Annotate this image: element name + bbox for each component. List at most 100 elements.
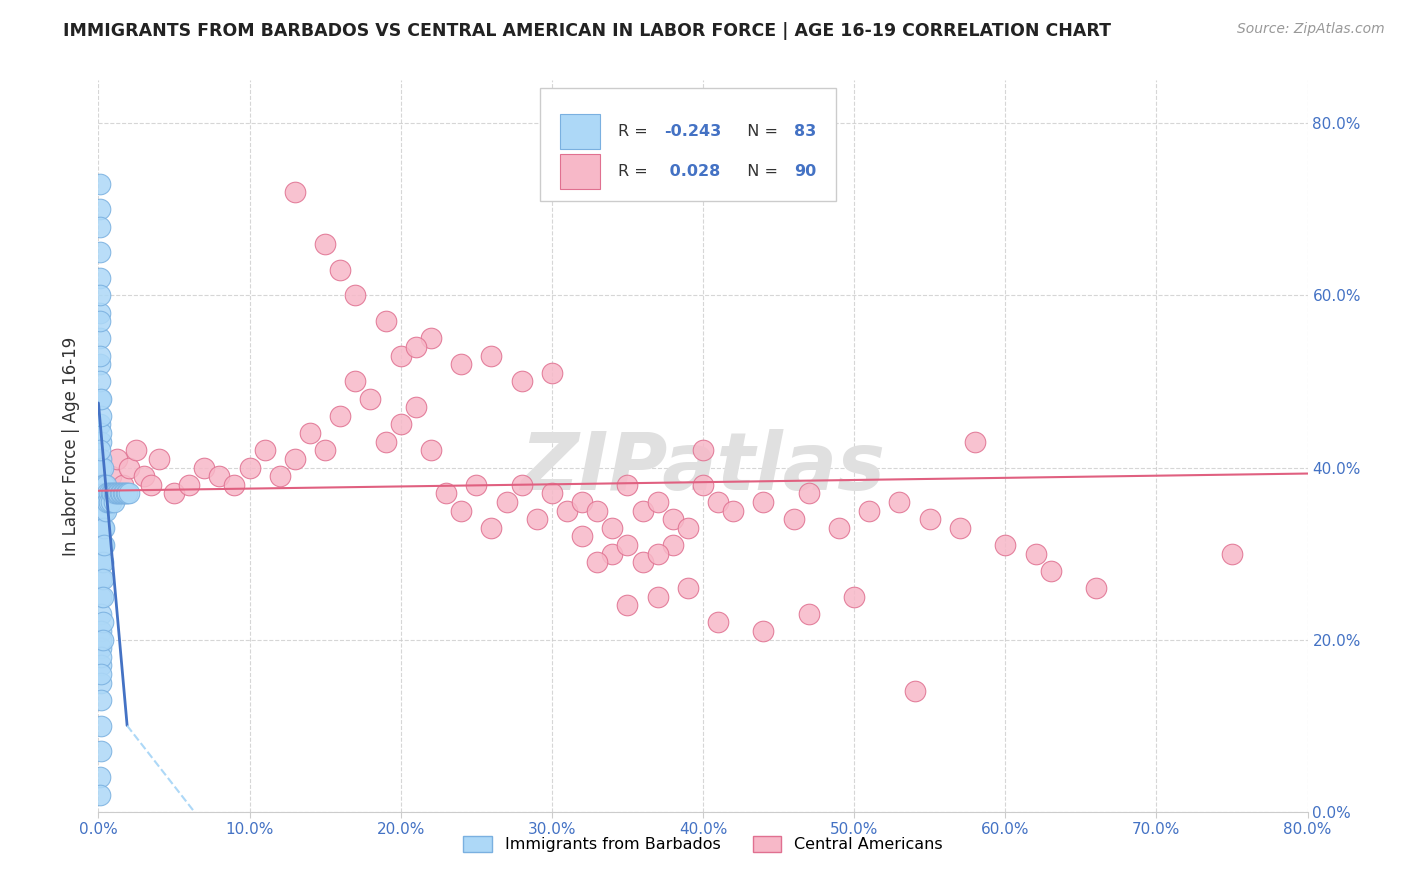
Point: [510, 477, 533, 491]
Point: [90, 460, 112, 475]
Point: [253, 443, 276, 458]
Point: [631, 555, 654, 569]
Point: [90, 744, 112, 758]
Point: [91, 486, 114, 500]
Point: [586, 555, 609, 569]
Point: [329, 262, 352, 277]
Point: [465, 477, 488, 491]
Point: [918, 512, 941, 526]
Point: [314, 236, 336, 251]
Point: [111, 477, 134, 491]
Point: [1039, 564, 1062, 578]
Point: [647, 590, 669, 604]
Point: [571, 495, 593, 509]
Point: [89, 770, 111, 784]
Point: [89, 417, 111, 432]
Point: [844, 590, 866, 604]
Point: [98, 486, 121, 500]
Point: [752, 495, 775, 509]
Point: [94, 477, 117, 491]
Point: [141, 477, 163, 491]
Point: [89, 305, 111, 319]
Text: R =: R =: [619, 164, 654, 179]
Point: [132, 469, 155, 483]
Point: [89, 357, 111, 371]
Point: [90, 607, 112, 621]
Text: 83: 83: [794, 124, 815, 139]
Point: [90, 486, 112, 500]
Point: [148, 451, 170, 466]
Point: [692, 477, 714, 491]
Point: [90, 555, 112, 569]
Text: 0.028: 0.028: [664, 164, 720, 179]
Point: [661, 512, 683, 526]
Point: [224, 477, 246, 491]
Point: [91, 555, 114, 569]
Point: [90, 573, 112, 587]
Point: [90, 632, 112, 647]
Point: [314, 443, 336, 458]
Point: [450, 503, 472, 517]
Point: [344, 375, 367, 389]
Point: [692, 443, 714, 458]
Point: [90, 460, 112, 475]
Point: [91, 503, 114, 517]
Point: [676, 581, 699, 595]
Point: [89, 314, 111, 328]
Legend: Immigrants from Barbados, Central Americans: Immigrants from Barbados, Central Americ…: [457, 830, 949, 859]
Point: [93, 486, 115, 500]
Point: [179, 477, 201, 491]
Point: [707, 615, 730, 630]
Point: [91, 632, 114, 647]
Point: [90, 426, 112, 441]
Point: [405, 340, 427, 354]
Point: [405, 401, 427, 415]
Point: [89, 288, 111, 302]
Point: [90, 495, 112, 509]
Point: [676, 521, 699, 535]
Point: [125, 443, 148, 458]
Point: [114, 486, 136, 500]
Point: [90, 649, 112, 664]
Point: [360, 392, 382, 406]
Point: [797, 486, 820, 500]
Point: [90, 667, 112, 681]
Point: [100, 495, 122, 509]
Point: [284, 185, 307, 199]
Point: [103, 495, 125, 509]
Point: [616, 538, 638, 552]
Point: [90, 693, 112, 707]
Point: [783, 512, 806, 526]
Point: [94, 503, 117, 517]
Point: [661, 538, 683, 552]
Point: [89, 375, 111, 389]
Point: [889, 495, 911, 509]
Point: [481, 521, 503, 535]
Point: [90, 719, 112, 733]
Point: [91, 521, 114, 535]
Point: [193, 460, 215, 475]
Point: [94, 495, 117, 509]
Point: [389, 349, 412, 363]
Text: IMMIGRANTS FROM BARBADOS VS CENTRAL AMERICAN IN LABOR FORCE | AGE 16-19 CORRELAT: IMMIGRANTS FROM BARBADOS VS CENTRAL AMER…: [63, 22, 1111, 40]
Point: [93, 477, 115, 491]
Point: [858, 503, 880, 517]
Point: [434, 486, 457, 500]
Point: [420, 331, 443, 345]
Point: [90, 641, 112, 656]
Text: N =: N =: [737, 124, 783, 139]
Text: R =: R =: [619, 124, 654, 139]
Point: [994, 538, 1017, 552]
Point: [90, 590, 112, 604]
Point: [163, 486, 186, 500]
Point: [94, 477, 117, 491]
Point: [329, 409, 352, 423]
Point: [105, 486, 128, 500]
Point: [495, 495, 517, 509]
Point: [91, 538, 114, 552]
Point: [110, 486, 132, 500]
Point: [90, 675, 112, 690]
Point: [90, 451, 112, 466]
Point: [91, 615, 114, 630]
Point: [96, 486, 118, 500]
